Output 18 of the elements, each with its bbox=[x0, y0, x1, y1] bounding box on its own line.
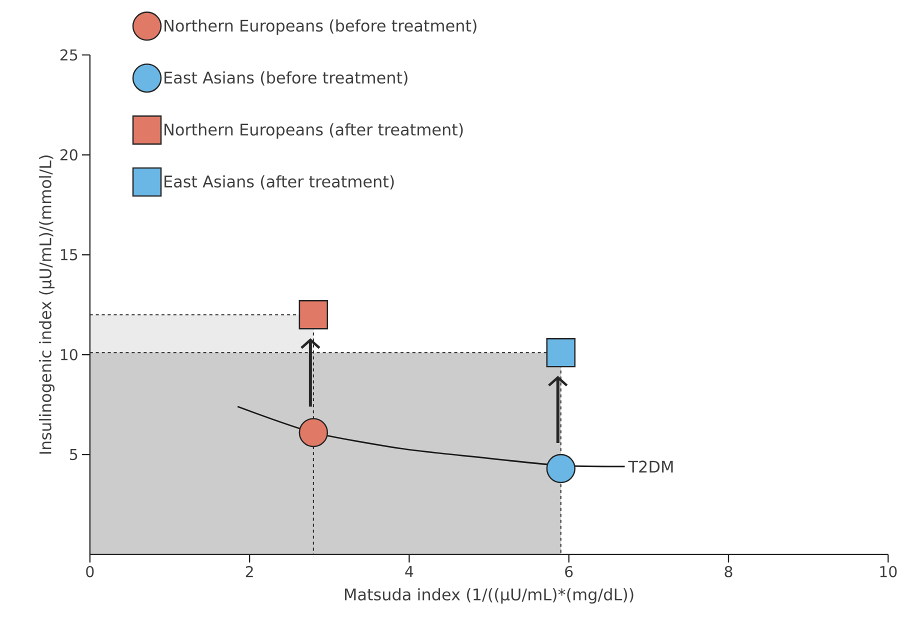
x-tick-label: 8 bbox=[724, 566, 732, 578]
x-tick-label: 10 bbox=[880, 566, 897, 578]
y-tick-label: 20 bbox=[60, 148, 78, 160]
y-axis-title: Insulinogenic index (µU/mL)/(mmol/L) bbox=[39, 155, 55, 454]
legend-label: Northern Europeans (before treatment) bbox=[164, 19, 476, 35]
y-tick-label: 10 bbox=[60, 348, 78, 360]
x-tick-label: 4 bbox=[405, 566, 414, 577]
y-tick-label: 15 bbox=[60, 248, 78, 260]
x-tick-label: 0 bbox=[86, 566, 94, 578]
y-tick-label: 25 bbox=[60, 49, 78, 60]
x-axis-title: Matsuda index (1/((µU/mL)*(mg/dL)) bbox=[344, 588, 634, 604]
x-tick-label: 2 bbox=[246, 566, 253, 577]
y-tick-label: 5 bbox=[70, 448, 78, 460]
legend-label: Northern Europeans (after treatment) bbox=[164, 123, 463, 139]
legend-label: East Asians (after treatment) bbox=[164, 175, 394, 190]
legend-label: East Asians (before treatment) bbox=[164, 71, 408, 86]
series-label: T2DM bbox=[628, 460, 673, 472]
x-tick-label: 6 bbox=[565, 566, 573, 578]
